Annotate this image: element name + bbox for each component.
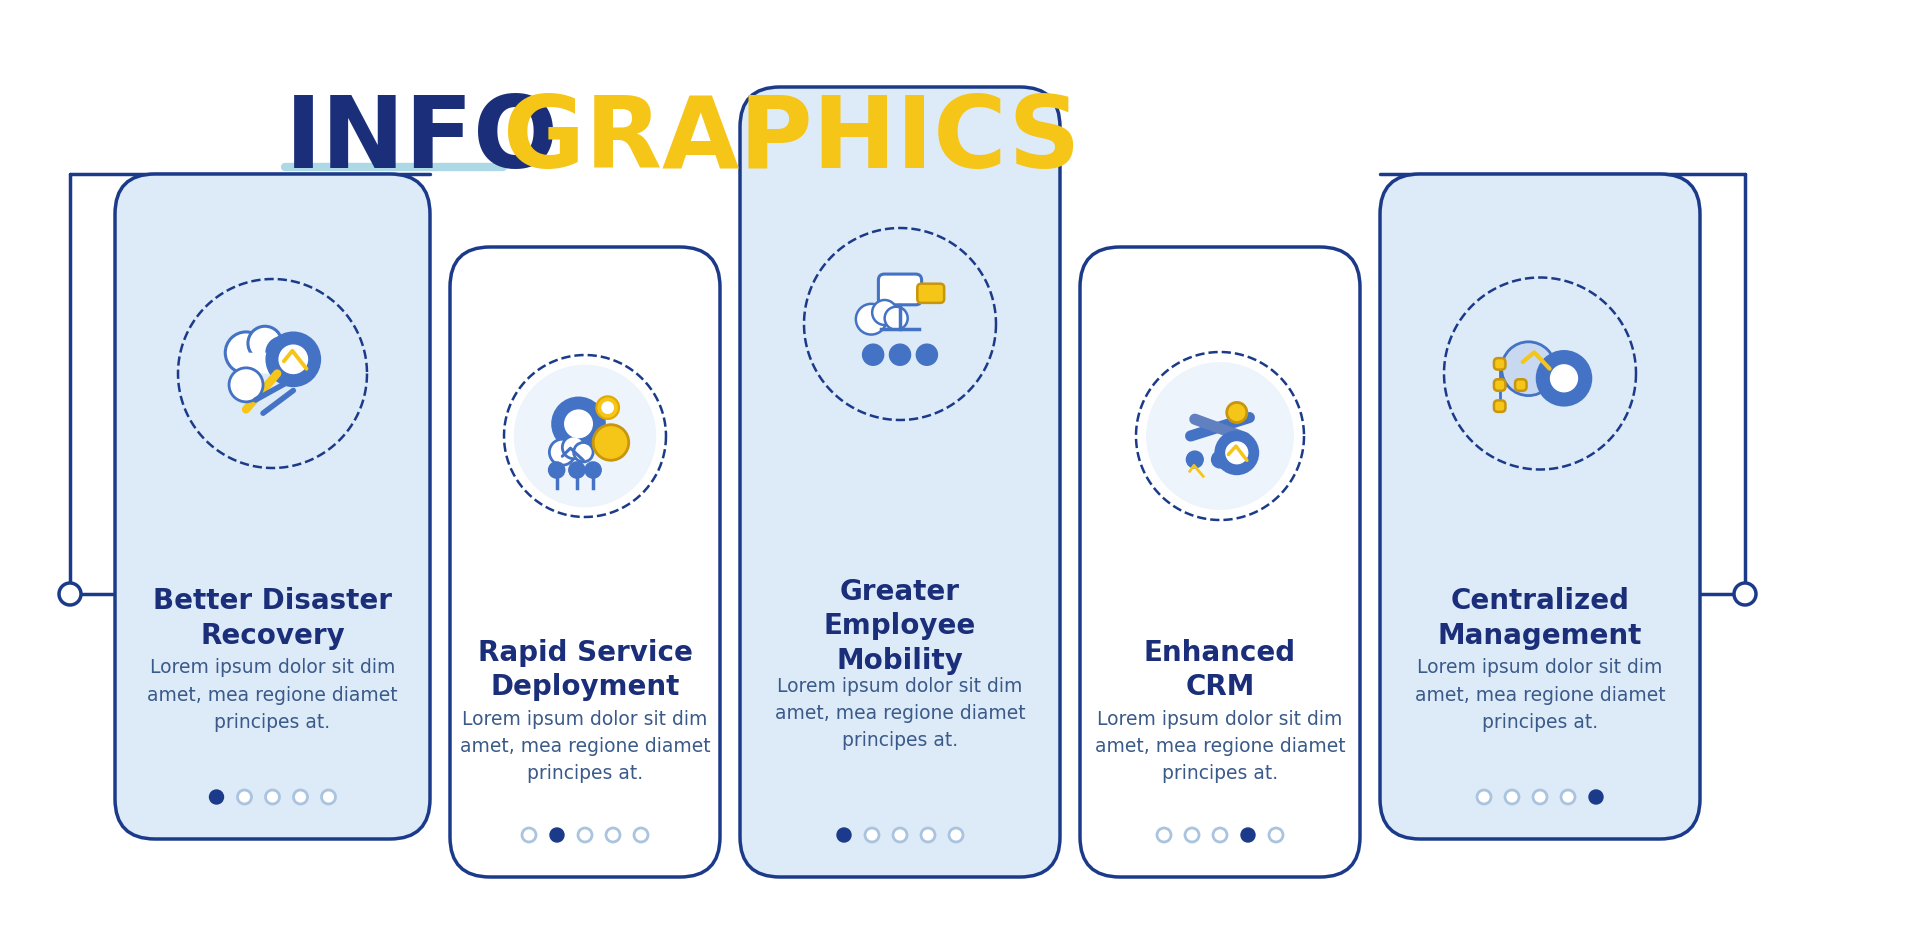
Circle shape	[586, 462, 601, 478]
Circle shape	[885, 307, 908, 330]
Circle shape	[568, 462, 586, 478]
Circle shape	[209, 790, 223, 804]
Circle shape	[549, 828, 564, 842]
Circle shape	[549, 462, 564, 478]
Circle shape	[248, 327, 282, 361]
Circle shape	[1158, 828, 1171, 842]
Text: Greater
Employee
Mobility: Greater Employee Mobility	[824, 578, 975, 674]
Text: Lorem ipsum dolor sit dim
amet, mea regione diamet
principes at.: Lorem ipsum dolor sit dim amet, mea regi…	[1415, 658, 1665, 731]
Circle shape	[1236, 452, 1254, 468]
FancyBboxPatch shape	[236, 353, 284, 374]
FancyBboxPatch shape	[1494, 380, 1505, 391]
Circle shape	[597, 397, 618, 419]
FancyBboxPatch shape	[115, 175, 430, 839]
Circle shape	[1532, 790, 1548, 804]
FancyBboxPatch shape	[1380, 175, 1699, 839]
Circle shape	[60, 583, 81, 606]
Circle shape	[893, 828, 906, 842]
Text: Enhanced
CRM: Enhanced CRM	[1144, 638, 1296, 700]
Text: GRAPHICS: GRAPHICS	[503, 92, 1081, 189]
Circle shape	[1269, 828, 1283, 842]
Text: Lorem ipsum dolor sit dim
amet, mea regione diamet
principes at.: Lorem ipsum dolor sit dim amet, mea regi…	[459, 709, 710, 782]
Circle shape	[1213, 828, 1227, 842]
Text: Lorem ipsum dolor sit dim
amet, mea regione diamet
principes at.: Lorem ipsum dolor sit dim amet, mea regi…	[1094, 709, 1346, 782]
Circle shape	[549, 440, 576, 466]
Text: Lorem ipsum dolor sit dim
amet, mea regione diamet
principes at.: Lorem ipsum dolor sit dim amet, mea regi…	[774, 676, 1025, 750]
Circle shape	[265, 790, 280, 804]
Circle shape	[889, 344, 910, 366]
Text: INFO: INFO	[284, 92, 559, 189]
FancyBboxPatch shape	[1079, 248, 1359, 877]
FancyBboxPatch shape	[1494, 358, 1505, 371]
Circle shape	[1476, 790, 1492, 804]
FancyBboxPatch shape	[1515, 380, 1526, 391]
Circle shape	[856, 304, 887, 335]
Circle shape	[1505, 790, 1519, 804]
Circle shape	[1185, 828, 1198, 842]
Circle shape	[1215, 432, 1258, 475]
Circle shape	[1501, 343, 1555, 396]
Circle shape	[515, 365, 657, 507]
Circle shape	[816, 241, 985, 409]
Circle shape	[190, 291, 355, 457]
Circle shape	[1146, 362, 1294, 510]
Circle shape	[238, 790, 252, 804]
Circle shape	[1225, 443, 1248, 464]
FancyBboxPatch shape	[449, 248, 720, 877]
Circle shape	[553, 399, 605, 450]
Circle shape	[1187, 452, 1204, 468]
Circle shape	[321, 790, 336, 804]
FancyBboxPatch shape	[877, 275, 922, 305]
Circle shape	[922, 828, 935, 842]
Circle shape	[1538, 352, 1592, 405]
Circle shape	[1455, 290, 1624, 459]
Circle shape	[1590, 790, 1603, 804]
Circle shape	[1227, 403, 1246, 423]
Text: Centralized
Management: Centralized Management	[1438, 587, 1642, 650]
Text: Better Disaster
Recovery: Better Disaster Recovery	[154, 587, 392, 650]
Circle shape	[578, 828, 591, 842]
FancyBboxPatch shape	[739, 88, 1060, 877]
Circle shape	[563, 436, 586, 460]
Circle shape	[1734, 583, 1757, 606]
Circle shape	[866, 828, 879, 842]
Circle shape	[294, 790, 307, 804]
Circle shape	[225, 332, 267, 374]
Circle shape	[634, 828, 649, 842]
Circle shape	[603, 402, 612, 414]
Text: Lorem ipsum dolor sit dim
amet, mea regione diamet
principes at.: Lorem ipsum dolor sit dim amet, mea regi…	[148, 658, 397, 731]
Circle shape	[267, 333, 321, 387]
Circle shape	[267, 338, 298, 369]
Circle shape	[1240, 828, 1256, 842]
Circle shape	[916, 344, 937, 366]
Circle shape	[607, 828, 620, 842]
Circle shape	[522, 828, 536, 842]
Circle shape	[1561, 790, 1574, 804]
Circle shape	[862, 344, 883, 366]
Circle shape	[278, 345, 307, 374]
Circle shape	[228, 369, 263, 402]
Circle shape	[564, 411, 591, 438]
Text: Rapid Service
Deployment: Rapid Service Deployment	[478, 638, 693, 700]
Circle shape	[872, 300, 897, 326]
FancyBboxPatch shape	[918, 285, 945, 303]
Circle shape	[1551, 365, 1578, 392]
Circle shape	[837, 828, 851, 842]
Circle shape	[1212, 452, 1229, 468]
Circle shape	[574, 443, 593, 462]
Circle shape	[593, 425, 628, 461]
Circle shape	[948, 828, 964, 842]
FancyBboxPatch shape	[1494, 401, 1505, 413]
